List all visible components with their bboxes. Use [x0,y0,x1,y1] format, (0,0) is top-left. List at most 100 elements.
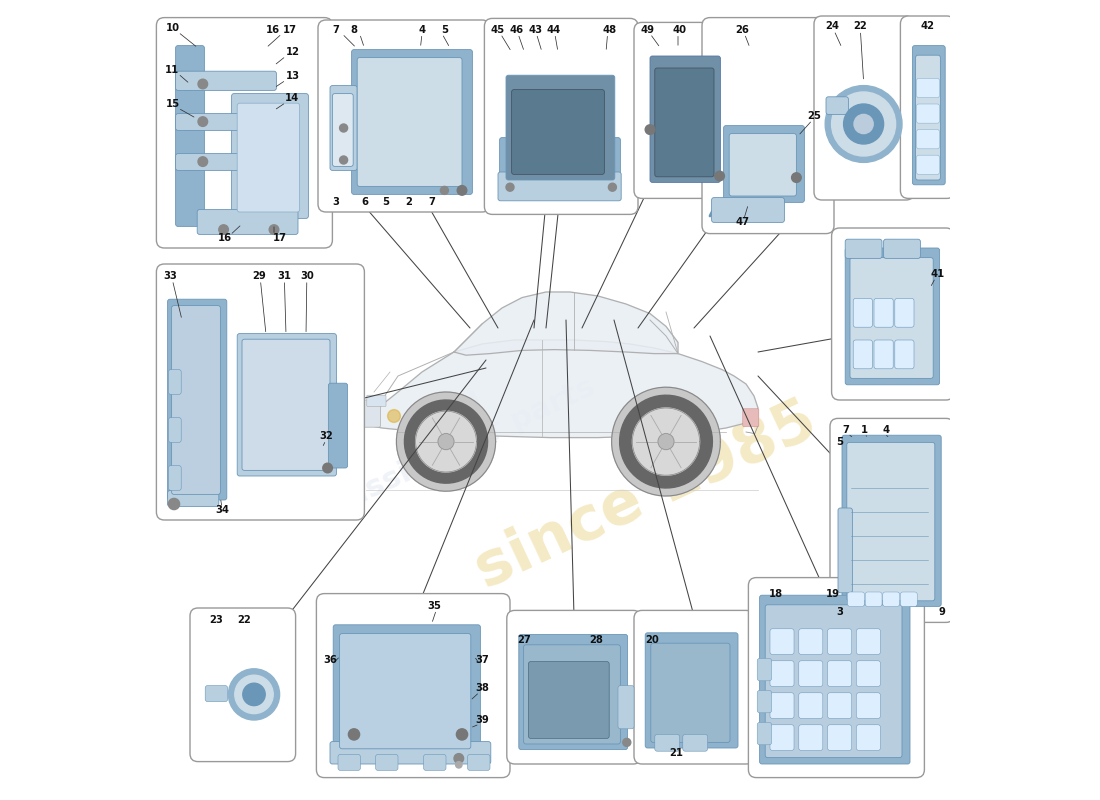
FancyBboxPatch shape [866,592,882,606]
Text: 31: 31 [277,271,292,281]
Text: 12: 12 [285,47,299,57]
FancyBboxPatch shape [507,610,641,764]
Text: 6: 6 [361,197,367,206]
Text: 42: 42 [921,22,935,31]
FancyBboxPatch shape [232,94,308,218]
Circle shape [322,463,332,473]
Polygon shape [632,408,700,475]
Text: 43: 43 [529,25,542,34]
FancyBboxPatch shape [826,97,848,114]
Text: 20: 20 [646,635,659,645]
FancyBboxPatch shape [874,298,893,327]
FancyBboxPatch shape [167,299,227,500]
Text: 45: 45 [491,25,505,34]
FancyBboxPatch shape [317,594,510,778]
FancyBboxPatch shape [634,22,738,198]
Text: 17: 17 [283,25,297,34]
FancyBboxPatch shape [238,103,299,212]
FancyBboxPatch shape [156,18,332,248]
FancyBboxPatch shape [757,690,771,713]
FancyBboxPatch shape [729,134,796,196]
Circle shape [646,125,654,134]
Text: 16: 16 [265,25,279,34]
Text: 18: 18 [769,589,783,598]
Polygon shape [416,411,476,472]
FancyBboxPatch shape [842,435,942,606]
Text: 48: 48 [603,25,617,34]
Text: 36: 36 [323,655,337,665]
Circle shape [243,683,265,706]
FancyBboxPatch shape [702,18,834,234]
Circle shape [506,183,514,191]
FancyBboxPatch shape [524,645,620,744]
FancyBboxPatch shape [634,610,754,764]
Circle shape [234,675,273,714]
FancyBboxPatch shape [770,725,794,750]
FancyBboxPatch shape [724,126,804,202]
Text: 15: 15 [165,99,179,109]
FancyBboxPatch shape [168,370,182,394]
FancyBboxPatch shape [857,693,880,718]
FancyBboxPatch shape [650,56,721,182]
Text: 4: 4 [882,425,890,434]
Text: 13: 13 [285,71,299,81]
Text: 47: 47 [735,218,749,227]
Circle shape [229,669,279,720]
Circle shape [825,86,902,162]
Circle shape [440,186,449,194]
FancyBboxPatch shape [850,258,933,378]
FancyBboxPatch shape [847,442,935,601]
FancyBboxPatch shape [799,629,823,654]
FancyBboxPatch shape [358,58,462,186]
Text: 5: 5 [836,437,843,446]
Text: 27: 27 [517,635,531,645]
Circle shape [623,738,630,746]
Circle shape [387,410,400,422]
FancyBboxPatch shape [190,608,296,762]
FancyBboxPatch shape [770,629,794,654]
FancyBboxPatch shape [857,629,880,654]
FancyBboxPatch shape [916,104,939,123]
Text: 33: 33 [163,271,177,281]
Circle shape [168,498,179,510]
Text: 30: 30 [300,271,315,281]
Text: 25: 25 [807,111,821,121]
FancyBboxPatch shape [528,662,609,738]
FancyBboxPatch shape [827,693,851,718]
Text: OLPI
mission for parts: OLPI mission for parts [308,342,600,522]
Polygon shape [612,387,720,496]
FancyBboxPatch shape [916,78,939,98]
FancyBboxPatch shape [242,339,330,470]
FancyBboxPatch shape [498,172,622,201]
FancyBboxPatch shape [424,754,446,770]
Polygon shape [619,395,713,488]
Text: 7: 7 [332,25,339,34]
FancyBboxPatch shape [330,742,491,764]
Circle shape [198,79,208,89]
Text: 49: 49 [640,25,654,34]
Circle shape [844,104,883,144]
FancyBboxPatch shape [366,395,386,406]
FancyBboxPatch shape [646,633,738,748]
Circle shape [608,183,616,191]
Text: 35: 35 [427,601,441,610]
FancyBboxPatch shape [916,155,939,174]
FancyBboxPatch shape [168,466,182,490]
FancyBboxPatch shape [883,592,900,606]
Circle shape [270,225,278,234]
FancyBboxPatch shape [894,340,914,369]
FancyBboxPatch shape [857,661,880,686]
FancyBboxPatch shape [916,130,939,149]
FancyBboxPatch shape [512,90,604,174]
FancyBboxPatch shape [814,16,914,200]
Text: 22: 22 [238,615,251,625]
FancyBboxPatch shape [883,239,921,258]
FancyBboxPatch shape [742,409,759,426]
FancyBboxPatch shape [915,55,940,180]
FancyBboxPatch shape [827,661,851,686]
Circle shape [832,92,895,156]
FancyBboxPatch shape [854,340,872,369]
FancyBboxPatch shape [760,595,910,764]
FancyBboxPatch shape [830,418,954,622]
FancyBboxPatch shape [375,754,398,770]
